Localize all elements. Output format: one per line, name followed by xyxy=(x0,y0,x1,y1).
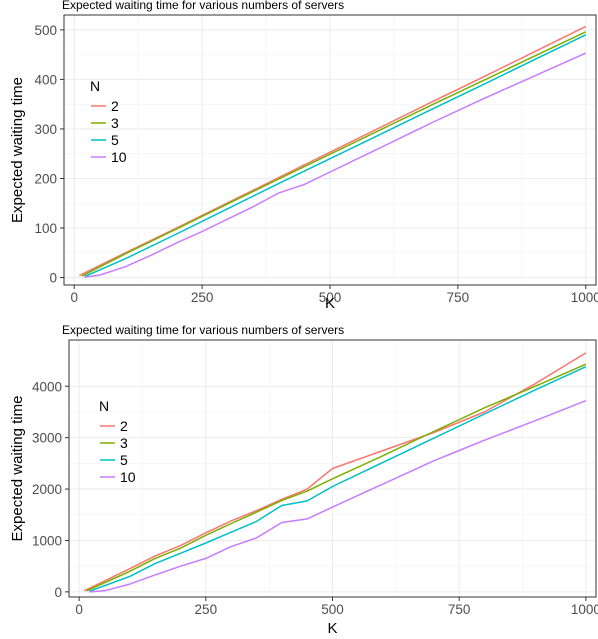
x-axis-title: K xyxy=(325,295,335,312)
x-tick-label: 1000 xyxy=(571,290,598,305)
legend-label-3: 3 xyxy=(111,115,119,131)
series-line-5 xyxy=(84,34,587,278)
x-axis-title: K xyxy=(327,620,337,637)
legend-label-2: 2 xyxy=(111,98,119,114)
series-line-3 xyxy=(81,31,587,277)
x-tick-label: 750 xyxy=(447,290,470,305)
series-line-3 xyxy=(86,363,587,592)
y-tick-label: 3000 xyxy=(32,431,62,446)
x-tick-label: 0 xyxy=(70,290,78,305)
legend-label-5: 5 xyxy=(120,452,128,468)
legend-label-10: 10 xyxy=(120,469,136,485)
y-tick-label: 200 xyxy=(34,171,57,186)
y-tick-label: 400 xyxy=(34,72,57,87)
y-tick-label: 2000 xyxy=(32,482,62,497)
y-axis-title: Expected waiting time xyxy=(9,77,26,223)
series-line-10 xyxy=(89,400,587,593)
series-line-10 xyxy=(84,52,587,278)
legend-label-5: 5 xyxy=(111,132,119,148)
x-tick-label: 250 xyxy=(191,290,214,305)
chart-bottom-svg: 0 250 500 750 1000 0 1000 2000 3000 4000 K Expected… xyxy=(9,339,598,637)
series-line-5 xyxy=(89,366,587,593)
legend-title: N xyxy=(99,398,109,414)
x-tick-label: 500 xyxy=(319,290,342,305)
y-axis-title: Expected waiting time xyxy=(9,396,26,542)
chart-bottom: Expected waiting time for various number… xyxy=(0,320,598,639)
y-tick-label: 4000 xyxy=(32,379,62,394)
legend-title: N xyxy=(90,78,100,94)
chart-title: Expected waiting time for various number… xyxy=(62,0,345,12)
series-line-2 xyxy=(83,352,587,592)
legend-label-3: 3 xyxy=(120,435,128,451)
legend-label-10: 10 xyxy=(111,149,127,165)
x-tick-label: 750 xyxy=(448,602,471,617)
y-tick-label: 500 xyxy=(34,23,57,38)
x-tick-label: 500 xyxy=(321,602,344,617)
y-tick-label: 100 xyxy=(34,221,57,236)
series-line-2 xyxy=(78,25,587,277)
chart-top-svg: 0 250 500 750 10000100200300400500KExpected … xyxy=(9,14,598,312)
y-tick-label: 0 xyxy=(54,585,62,600)
chart-title: Expected waiting time for various number… xyxy=(62,323,345,337)
y-tick-label: 300 xyxy=(34,122,57,137)
y-tick-label: 1000 xyxy=(32,533,62,548)
x-tick-label: 1000 xyxy=(571,602,598,617)
x-tick-label: 0 xyxy=(75,602,83,617)
y-tick-label: 0 xyxy=(49,271,57,286)
chart-top: Expected waiting time for various number… xyxy=(0,0,598,318)
legend-label-2: 2 xyxy=(120,418,128,434)
x-tick-label: 250 xyxy=(195,602,218,617)
